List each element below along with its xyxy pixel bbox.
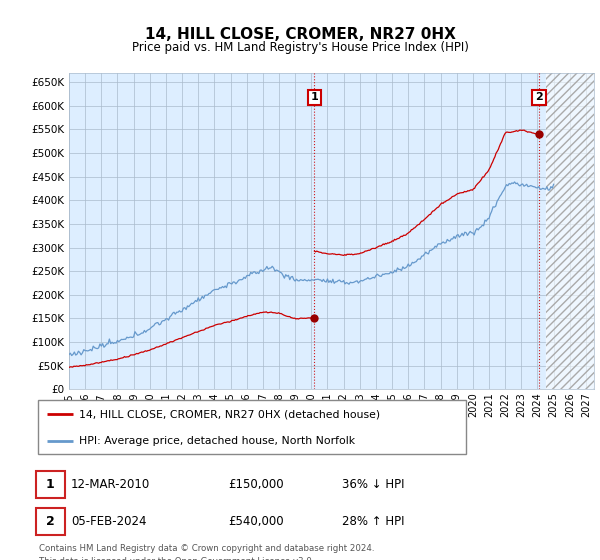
- Text: 12-MAR-2010: 12-MAR-2010: [71, 478, 150, 491]
- Text: 1: 1: [311, 92, 318, 102]
- FancyBboxPatch shape: [38, 400, 466, 454]
- Text: Contains HM Land Registry data © Crown copyright and database right 2024.
This d: Contains HM Land Registry data © Crown c…: [39, 544, 374, 560]
- Bar: [545, 73, 594, 389]
- Text: HPI: Average price, detached house, North Norfolk: HPI: Average price, detached house, Nort…: [79, 436, 355, 446]
- Text: 28% ↑ HPI: 28% ↑ HPI: [342, 515, 404, 529]
- Text: 36% ↓ HPI: 36% ↓ HPI: [342, 478, 404, 491]
- Text: 14, HILL CLOSE, CROMER, NR27 0HX (detached house): 14, HILL CLOSE, CROMER, NR27 0HX (detach…: [79, 409, 380, 419]
- Text: 05-FEB-2024: 05-FEB-2024: [71, 515, 146, 529]
- Text: 2: 2: [535, 92, 543, 102]
- Bar: [545, 73, 594, 389]
- Text: 2: 2: [46, 515, 55, 529]
- Text: 14, HILL CLOSE, CROMER, NR27 0HX: 14, HILL CLOSE, CROMER, NR27 0HX: [145, 27, 455, 42]
- Text: £150,000: £150,000: [228, 478, 284, 491]
- Text: 1: 1: [46, 478, 55, 491]
- Text: Price paid vs. HM Land Registry's House Price Index (HPI): Price paid vs. HM Land Registry's House …: [131, 40, 469, 54]
- Text: £540,000: £540,000: [228, 515, 284, 529]
